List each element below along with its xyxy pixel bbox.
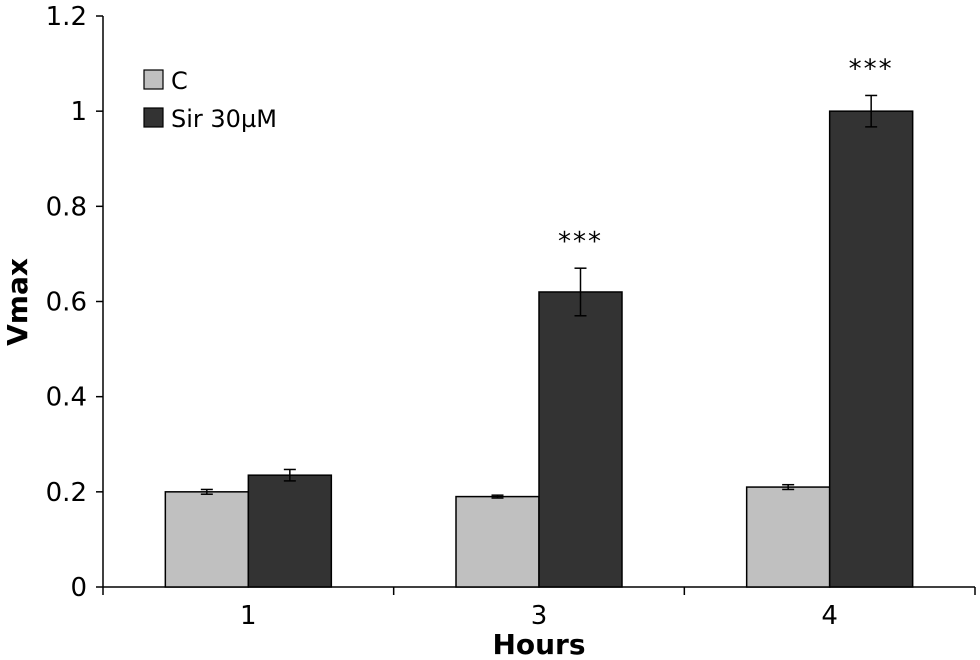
y-axis-title: Vmax [1, 258, 34, 346]
x-tick-label: 1 [240, 601, 257, 631]
y-tick-label: 0.6 [46, 288, 87, 318]
legend-label: C [171, 67, 188, 95]
y-tick-label: 0.2 [46, 478, 87, 508]
bar-c-3 [455, 495, 540, 588]
x-tick-label: 4 [821, 601, 838, 631]
y-tick-label: 1 [70, 97, 87, 127]
legend-label: Sir 30µM [171, 105, 277, 133]
bar-sir-3 [538, 291, 623, 588]
plot-area: 0 0.2 0.4 0.6 0.8 1 1.2 1 3 4 *** *** [46, 2, 976, 631]
y-tick-label: 0.8 [46, 192, 87, 222]
x-axis-title: Hours [492, 628, 585, 660]
legend-swatch [143, 107, 164, 128]
y-tick-label: 1.2 [46, 2, 87, 32]
legend: C Sir 30µM [143, 67, 277, 133]
bar-sir-4 [828, 110, 914, 588]
significance-marker: *** [849, 54, 894, 84]
y-tick-label: 0.4 [46, 383, 87, 413]
significance-marker: *** [558, 227, 603, 257]
bar-c-1 [164, 491, 250, 588]
legend-swatch [143, 69, 164, 90]
y-tick-label: 0 [70, 573, 87, 603]
bar-sir-1 [247, 474, 333, 588]
x-tick-label: 3 [531, 601, 548, 631]
bar-c-4 [745, 486, 831, 588]
